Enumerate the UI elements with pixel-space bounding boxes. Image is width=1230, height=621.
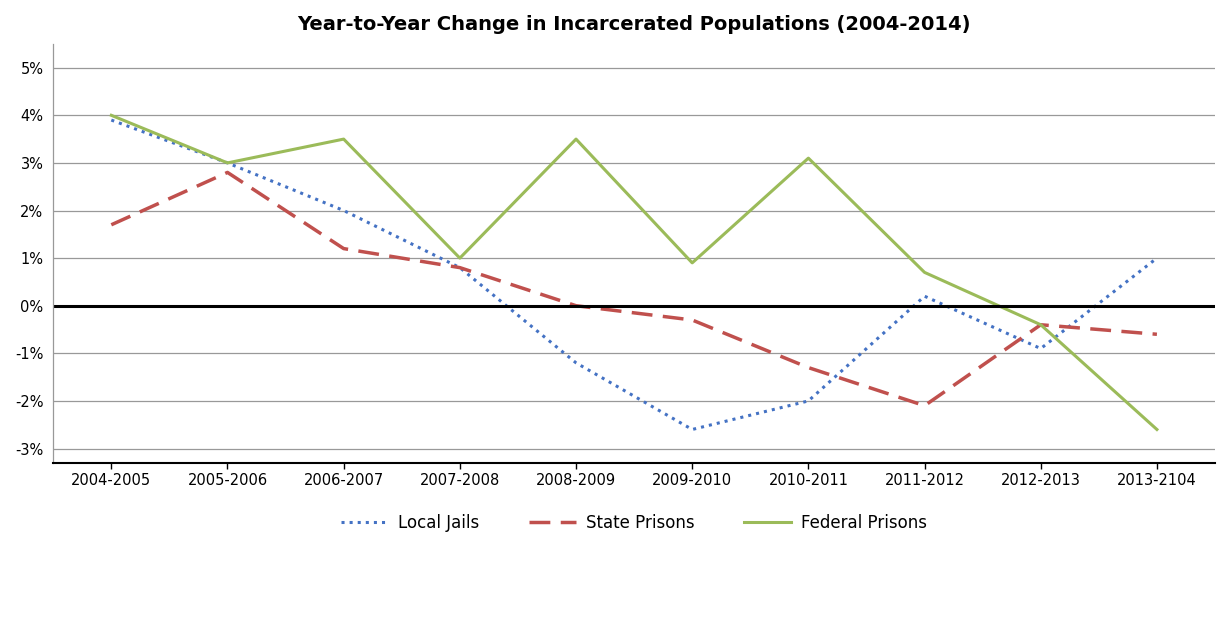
State Prisons: [568, 302, 583, 309]
Federal Prisons: [1033, 321, 1048, 329]
State Prisons: [1033, 321, 1048, 329]
Federal Prisons: [453, 255, 467, 262]
Line: Federal Prisons: Federal Prisons: [111, 116, 1157, 430]
Federal Prisons: [918, 269, 932, 276]
Line: Local Jails: Local Jails: [111, 120, 1157, 430]
Title: Year-to-Year Change in Incarcerated Populations (2004-2014): Year-to-Year Change in Incarcerated Popu…: [298, 15, 970, 34]
Federal Prisons: [568, 135, 583, 143]
Local Jails: [685, 426, 700, 433]
Line: State Prisons: State Prisons: [111, 173, 1157, 406]
Local Jails: [336, 207, 351, 214]
Federal Prisons: [1150, 426, 1165, 433]
Federal Prisons: [685, 259, 700, 266]
Local Jails: [918, 292, 932, 300]
Federal Prisons: [103, 112, 118, 119]
Federal Prisons: [220, 159, 235, 166]
Federal Prisons: [801, 155, 815, 162]
State Prisons: [220, 169, 235, 176]
Local Jails: [220, 159, 235, 166]
Local Jails: [801, 397, 815, 405]
State Prisons: [1150, 330, 1165, 338]
Local Jails: [1033, 345, 1048, 352]
Local Jails: [453, 264, 467, 271]
Legend: Local Jails, State Prisons, Federal Prisons: Local Jails, State Prisons, Federal Pris…: [335, 507, 934, 538]
State Prisons: [801, 364, 815, 371]
Local Jails: [103, 116, 118, 124]
State Prisons: [685, 316, 700, 324]
Federal Prisons: [336, 135, 351, 143]
State Prisons: [918, 402, 932, 409]
Local Jails: [1150, 255, 1165, 262]
State Prisons: [453, 264, 467, 271]
Local Jails: [568, 359, 583, 366]
State Prisons: [103, 221, 118, 229]
State Prisons: [336, 245, 351, 252]
